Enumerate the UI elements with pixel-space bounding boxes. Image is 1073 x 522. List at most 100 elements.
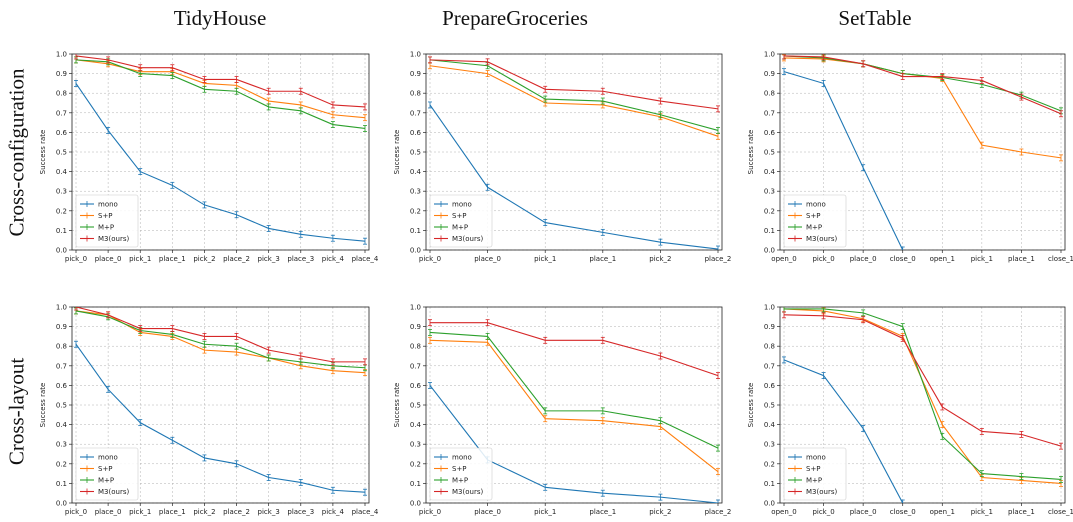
series-group: [428, 319, 720, 503]
y-axis-label: Success rate: [747, 130, 755, 175]
series-line-m3ours: [429, 59, 719, 110]
y-tick-label: 0.0: [56, 500, 67, 508]
x-tick-label: place_4: [352, 508, 379, 516]
panel-4: 0.0 0.1 0.2 0.3 0.4 0.5 0.6 0.7 0.8 0.9 1.0 pick_0 p…: [393, 304, 731, 517]
legend-label: S+P: [806, 465, 821, 473]
y-tick-label: 0.2: [56, 207, 67, 215]
axes-frame: [779, 306, 1066, 504]
x-tick-label: place_2: [223, 255, 250, 263]
panel-1: 0.0 0.1 0.2 0.3 0.4 0.5 0.6 0.7 0.8 0.9 1.0 pick_0 p…: [393, 51, 731, 264]
series-line-mp: [783, 55, 1062, 112]
legend-label: mono: [452, 454, 472, 462]
y-tick-label: 1.0: [764, 304, 775, 312]
legend-label: mono: [806, 201, 826, 209]
series-line-mp: [784, 308, 1062, 481]
series-line-mono: [429, 104, 719, 250]
y-tick-label: 0.7: [410, 362, 421, 370]
y-tick-label: 0.8: [56, 90, 67, 98]
series-group: [782, 307, 1063, 503]
y-tick-label: 0.0: [764, 247, 775, 255]
x-tick-label: close_1: [1048, 508, 1073, 516]
y-tick-label: 0.4: [764, 421, 776, 429]
legend-label: S+P: [452, 212, 467, 220]
series-group: [74, 307, 367, 496]
x-tick-label: place_1: [1008, 508, 1035, 516]
y-tick-label: 0.2: [410, 460, 421, 468]
x-tick-label: close_0: [890, 255, 916, 263]
series-line-m3ours: [75, 307, 365, 363]
y-tick-label: 1.0: [56, 304, 67, 312]
x-tick-label: open_0: [771, 255, 796, 263]
x-tick-label: place_1: [159, 508, 186, 516]
x-tick-label: place_3: [287, 255, 314, 263]
x-tick-label: open_0: [771, 508, 796, 516]
y-tick-label: 0.6: [410, 382, 422, 390]
y-tick-label: 0.5: [410, 149, 421, 157]
legend-box: [75, 194, 139, 248]
x-tick-label: pick_1: [971, 508, 993, 516]
legend-label: M+P: [806, 477, 822, 485]
y-tick-label: 0.4: [56, 421, 68, 429]
legend-label: M+P: [452, 224, 468, 232]
series-line-mp: [429, 59, 719, 131]
x-tick-label: place_1: [589, 508, 616, 516]
y-tick-label: 0.1: [764, 480, 775, 488]
axes-frame: [425, 53, 723, 251]
y-tick-label: 0.1: [56, 227, 67, 235]
x-tick-label: pick_1: [534, 255, 556, 263]
y-tick-label: 0.7: [56, 109, 67, 117]
series-line-sp: [783, 57, 1062, 159]
x-tick-label: open_1: [930, 255, 955, 263]
y-tick-label: 0.1: [764, 227, 775, 235]
y-tick-label: 0.5: [410, 402, 421, 410]
x-tick-label: open_1: [930, 508, 955, 516]
x-tick-label: place_3: [287, 508, 314, 516]
y-tick-label: 0.8: [56, 343, 67, 351]
x-tick-label: pick_0: [419, 508, 441, 516]
column-title-tidyhouse: TidyHouse: [173, 6, 267, 30]
y-tick-label: 0.6: [410, 129, 422, 137]
x-tick-label: pick_0: [65, 255, 87, 263]
column-title-preparegroceries: PrepareGroceries: [442, 6, 588, 30]
x-tick-label: pick_1: [971, 255, 993, 263]
legend-label: M3(ours): [452, 235, 483, 243]
y-tick-label: 0.2: [764, 207, 775, 215]
x-tick-label: place_1: [159, 255, 186, 263]
x-tick-label: pick_1: [129, 255, 151, 263]
axes-frame: [779, 53, 1066, 251]
y-tick-label: 0.4: [764, 168, 776, 176]
y-tick-label: 0.2: [764, 460, 775, 468]
series-line-mp: [75, 59, 366, 130]
legend-box: [75, 447, 139, 501]
series-line-mp: [75, 310, 366, 369]
y-tick-label: 0.1: [410, 227, 421, 235]
x-tick-label: place_0: [850, 255, 877, 263]
x-tick-label: pick_3: [258, 255, 280, 263]
x-tick-label: place_0: [850, 508, 877, 516]
y-tick-label: 0.8: [410, 343, 421, 351]
y-axis-label: Success rate: [747, 383, 755, 428]
panel-3: 0.0 0.1 0.2 0.3 0.4 0.5 0.6 0.7 0.8 0.9 1.0 pick_0 p…: [39, 304, 379, 517]
series-line-sp: [429, 339, 719, 473]
legend-label: mono: [452, 201, 472, 209]
legend-label: M+P: [98, 224, 114, 232]
y-tick-label: 0.9: [410, 70, 421, 78]
series-line-mono: [783, 359, 904, 503]
series-line-mono: [429, 385, 719, 503]
legend-label: S+P: [98, 212, 113, 220]
x-tick-label: close_0: [890, 508, 916, 516]
y-tick-label: 0.0: [56, 247, 67, 255]
legend-label: mono: [806, 454, 826, 462]
axes-frame: [71, 53, 370, 251]
legend-label: S+P: [452, 465, 467, 473]
y-tick-label: 0.3: [410, 441, 421, 449]
y-tick-label: 0.3: [56, 188, 67, 196]
legend-label: mono: [98, 201, 118, 209]
legend-label: M+P: [452, 477, 468, 485]
legend-label: M3(ours): [98, 488, 129, 496]
series-line-m3ours: [430, 322, 719, 377]
x-tick-label: close_1: [1048, 255, 1073, 263]
legend-label: M+P: [806, 224, 822, 232]
y-tick-label: 0.4: [410, 421, 422, 429]
